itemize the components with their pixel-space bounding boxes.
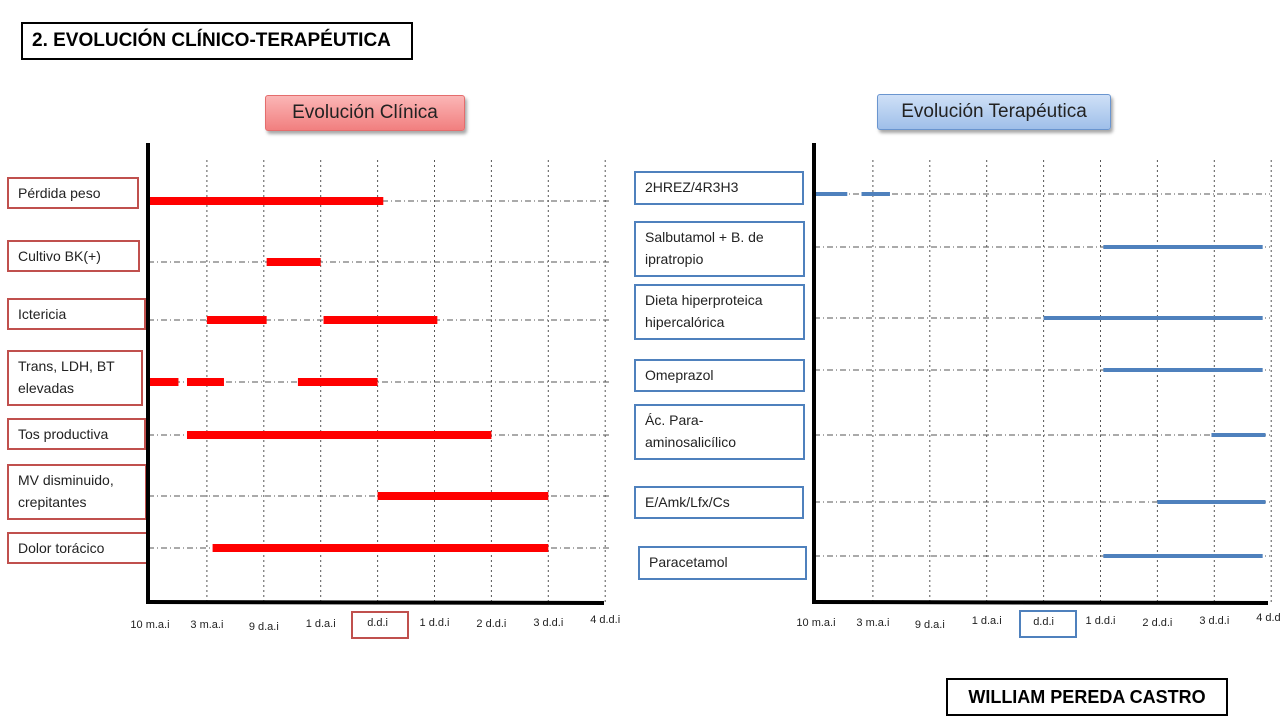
clinical-ddi-highlight bbox=[351, 611, 409, 639]
therapeutic-bar bbox=[1043, 316, 1263, 320]
therapeutic-row-label: E/Amk/Lfx/Cs bbox=[634, 486, 804, 519]
therapeutic-bar bbox=[1103, 245, 1263, 249]
clinical-tick-label: 10 m.a.i bbox=[130, 619, 169, 631]
clinical-tick-label: 2 d.d.i bbox=[476, 618, 506, 630]
clinical-bar bbox=[212, 544, 549, 552]
therapeutic-row-label: 2HREZ/4R3H3 bbox=[634, 171, 804, 205]
clinical-row-label: Cultivo BK(+) bbox=[7, 240, 140, 272]
clinical-tick-label: 3 m.a.i bbox=[190, 619, 223, 631]
therapeutic-row-label: Omeprazol bbox=[634, 359, 805, 392]
therapeutic-tick-label: 9 d.a.i bbox=[915, 619, 945, 631]
clinical-row-label: Pérdida peso bbox=[7, 177, 139, 209]
therapeutic-row-label: Salbutamol + B. de ipratropio bbox=[634, 221, 805, 277]
clinical-tick-label: 1 d.d.i bbox=[420, 617, 450, 629]
therapeutic-bar bbox=[1103, 554, 1263, 558]
therapeutic-row-label: Ác. Para-aminosalicílico bbox=[634, 404, 805, 460]
clinical-row-label: Ictericia bbox=[7, 298, 146, 330]
clinical-bar bbox=[297, 378, 378, 386]
clinical-bar bbox=[266, 258, 321, 266]
therapeutic-tick-label: 2 d.d.i bbox=[1142, 617, 1172, 629]
therapeutic-tick-label: 3 d.d.i bbox=[1199, 615, 1229, 627]
clinical-bar bbox=[150, 378, 179, 386]
therapeutic-bar bbox=[861, 192, 890, 196]
page-title: 2. EVOLUCIÓN CLÍNICO-TERAPÉUTICA bbox=[21, 22, 413, 60]
clinical-row-label: MV disminuido, crepitantes bbox=[7, 464, 147, 520]
clinical-row-label: Tos productiva bbox=[7, 418, 146, 450]
clinical-chart-title: Evolución Clínica bbox=[265, 95, 465, 131]
clinical-bar bbox=[186, 378, 224, 386]
therapeutic-ddi-highlight bbox=[1019, 610, 1077, 638]
clinical-bar bbox=[323, 316, 438, 324]
therapeutic-x-axis bbox=[813, 600, 1269, 605]
clinical-tick-label: 3 d.d.i bbox=[533, 617, 563, 629]
clinical-bar bbox=[206, 316, 267, 324]
clinical-tick-label: 1 d.a.i bbox=[306, 618, 336, 630]
therapeutic-tick-label: d.d.i bbox=[1033, 616, 1054, 628]
therapeutic-tick-label: 1 d.a.i bbox=[972, 615, 1002, 627]
clinical-row-label: Dolor torácico bbox=[7, 532, 148, 564]
clinical-tick-label: 4 d.d.i bbox=[590, 614, 620, 626]
clinical-bar bbox=[186, 431, 492, 439]
therapeutic-row-label: Paracetamol bbox=[638, 546, 807, 580]
therapeutic-row-label: Dieta hiperproteica hipercalórica bbox=[634, 284, 805, 340]
therapeutic-chart-title: Evolución Terapéutica bbox=[877, 94, 1111, 130]
therapeutic-tick-label: 3 m.a.i bbox=[856, 617, 889, 629]
therapeutic-bar bbox=[1211, 433, 1266, 437]
therapeutic-tick-label: 1 d.d.i bbox=[1086, 615, 1116, 627]
therapeutic-bar bbox=[1157, 500, 1266, 504]
clinical-x-axis bbox=[147, 600, 605, 605]
author-name: WILLIAM PEREDA CASTRO bbox=[946, 678, 1228, 716]
therapeutic-bar bbox=[1103, 368, 1263, 372]
clinical-bar bbox=[150, 197, 384, 205]
clinical-tick-label: d.d.i bbox=[367, 617, 388, 629]
therapeutic-tick-label: 4 d.d.i bbox=[1256, 612, 1280, 624]
therapeutic-bar bbox=[816, 192, 848, 196]
clinical-bar bbox=[377, 492, 549, 500]
therapeutic-tick-label: 10 m.a.i bbox=[796, 617, 835, 629]
clinical-tick-label: 9 d.a.i bbox=[249, 621, 279, 633]
clinical-row-label: Trans, LDH, BT elevadas bbox=[7, 350, 143, 406]
